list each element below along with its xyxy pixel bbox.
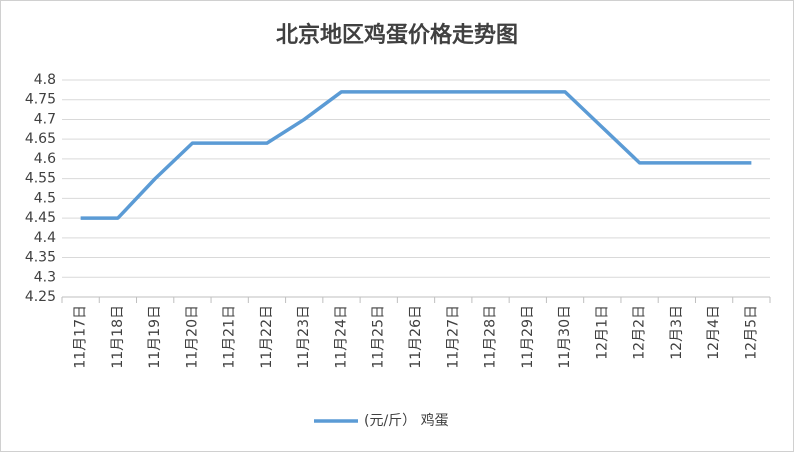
x-tick-label: 11月17日 (73, 305, 89, 369)
y-tick-label: 4.25 (25, 289, 56, 305)
x-tick-label: 11月24日 (333, 305, 349, 369)
y-tick-label: 4.7 (34, 111, 56, 127)
y-tick-label: 4.75 (25, 92, 56, 108)
x-tick-label: 11月19日 (147, 305, 163, 369)
y-tick-label: 4.55 (25, 171, 56, 187)
x-tick-label: 11月26日 (408, 305, 424, 369)
y-tick-label: 4.65 (25, 131, 56, 147)
x-tick-label: 11月28日 (483, 305, 499, 369)
y-tick-label: 4.4 (34, 230, 56, 246)
x-tick-label: 12月5日 (743, 305, 759, 360)
x-tick-label: 11月29日 (520, 305, 536, 369)
legend-label: (元/斤） 鸡蛋 (364, 412, 449, 429)
y-tick-label: 4.6 (34, 151, 56, 167)
y-tick-label: 4.35 (25, 250, 56, 266)
x-tick-label: 11月20日 (184, 305, 200, 369)
x-tick-label: 12月1日 (594, 305, 610, 360)
x-tick-label: 11月22日 (259, 305, 275, 369)
data-line (80, 90, 752, 220)
y-tick-label: 4.45 (25, 210, 56, 226)
x-tick-label: 12月2日 (632, 305, 648, 360)
x-tick-label: 12月3日 (669, 305, 685, 360)
y-tick-label: 4.3 (34, 269, 56, 285)
x-tick-label: 11月30日 (557, 305, 573, 369)
x-tick-label: 11月18日 (110, 305, 126, 369)
x-tick-label: 11月27日 (445, 305, 461, 369)
x-tick-label: 11月23日 (296, 305, 312, 369)
chart-title: 北京地区鸡蛋价格走势图 (276, 22, 518, 48)
y-tick-label: 4.8 (34, 72, 56, 88)
y-tick-label: 4.5 (34, 190, 56, 206)
x-tick-label: 12月4日 (706, 305, 722, 360)
x-tick-label: 11月21日 (222, 305, 238, 369)
x-tick-label: 11月25日 (371, 305, 387, 369)
